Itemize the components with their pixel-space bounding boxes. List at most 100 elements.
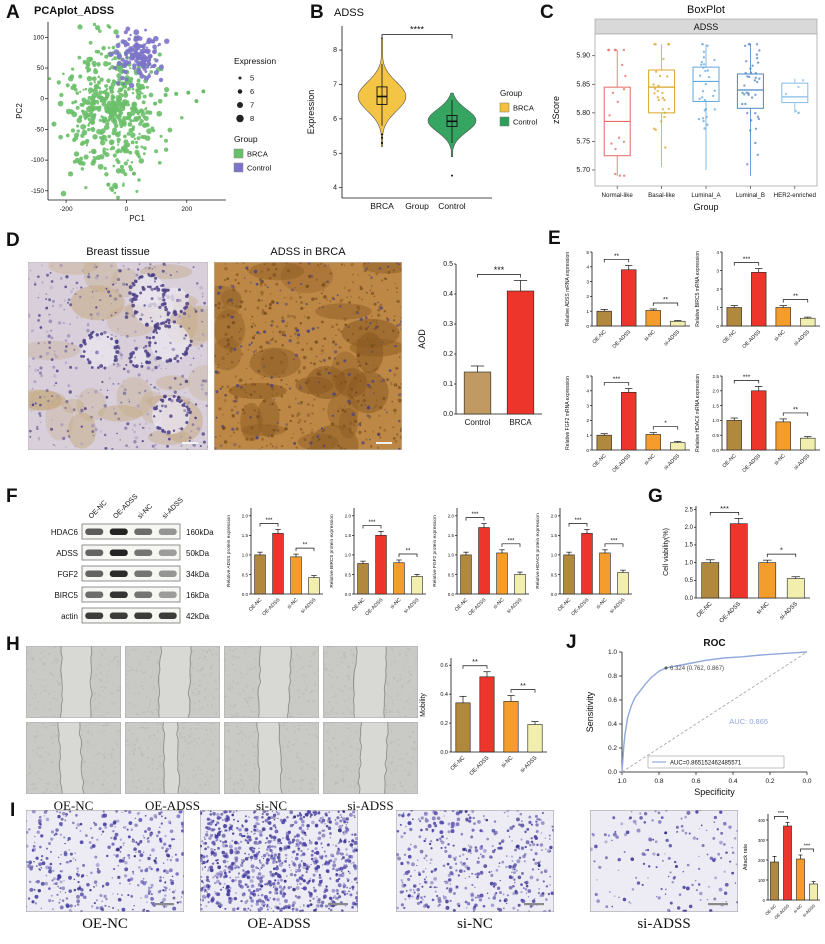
svg-text:1: 1 xyxy=(586,433,589,439)
svg-text:si-ADSS: si-ADSS xyxy=(663,453,681,471)
svg-text:BRCA: BRCA xyxy=(247,150,268,159)
svg-text:6: 6 xyxy=(250,87,254,96)
wound-image-si-adss-0h xyxy=(323,646,418,718)
pca-plot: PCAplot_ADSS 100 50 0 -50 -100 -150 -200 0 200 PC1… xyxy=(15,5,276,223)
wound-image-oe-adss-0h xyxy=(125,646,220,718)
svg-text:AOD: AOD xyxy=(417,329,427,349)
svg-text:si-ADSS: si-ADSS xyxy=(663,329,681,347)
svg-text:0.4: 0.4 xyxy=(608,721,617,728)
svg-text:-50: -50 xyxy=(35,126,45,133)
svg-text:7: 7 xyxy=(250,101,254,110)
svg-text:0.5: 0.5 xyxy=(551,572,558,577)
svg-text:2.0: 2.0 xyxy=(345,514,352,519)
svg-text:OE-ADSS: OE-ADSS xyxy=(741,453,762,474)
svg-text:Control: Control xyxy=(465,418,491,427)
svg-text:Group: Group xyxy=(405,201,429,211)
svg-text:100: 100 xyxy=(33,34,44,41)
svg-text:0.3: 0.3 xyxy=(443,321,453,328)
svg-text:2.0: 2.0 xyxy=(551,514,558,519)
svg-text:1.5: 1.5 xyxy=(345,533,352,538)
wound-image-oe-nc-24h xyxy=(26,722,121,794)
transwell-label-si-nc: si-NC xyxy=(457,916,493,932)
svg-text:Control: Control xyxy=(438,201,466,211)
svg-text:4: 4 xyxy=(586,389,589,395)
svg-text:0.2: 0.2 xyxy=(608,745,617,752)
svg-text:****: **** xyxy=(410,25,425,35)
svg-text:4: 4 xyxy=(586,265,589,271)
svg-text:*: * xyxy=(780,546,783,555)
svg-text:si-NC: si-NC xyxy=(389,597,402,610)
svg-text:Relative ADSS mRNA expression: Relative ADSS mRNA expression xyxy=(565,252,571,326)
svg-text:1.5: 1.5 xyxy=(242,533,249,538)
svg-text:1: 1 xyxy=(586,309,589,315)
svg-text:OE-ADSS: OE-ADSS xyxy=(611,329,632,350)
svg-text:ROC: ROC xyxy=(703,638,725,649)
svg-text:2: 2 xyxy=(586,418,589,424)
panel-letter-j: J xyxy=(566,632,577,653)
svg-text:***: *** xyxy=(743,374,751,381)
svg-text:si-NC: si-NC xyxy=(643,329,657,343)
svg-text:FGF2: FGF2 xyxy=(58,570,79,579)
svg-text:4: 4 xyxy=(716,250,719,256)
svg-text:0.5: 0.5 xyxy=(242,572,249,577)
svg-text:42kDa: 42kDa xyxy=(186,612,210,621)
svg-text:0.0: 0.0 xyxy=(608,769,617,776)
svg-text:5.75: 5.75 xyxy=(576,138,590,145)
svg-text:***: *** xyxy=(368,520,376,526)
svg-text:Group: Group xyxy=(234,134,258,144)
svg-text:OE-NC: OE-NC xyxy=(248,597,264,613)
svg-text:0.0: 0.0 xyxy=(440,750,448,756)
panel-letter-d: D xyxy=(6,230,20,251)
panel-letter-f: F xyxy=(6,486,18,507)
svg-text:BRCA: BRCA xyxy=(513,104,534,113)
svg-text:5: 5 xyxy=(586,250,589,256)
panel-letter-c: C xyxy=(540,2,554,23)
svg-text:Expression: Expression xyxy=(234,56,276,66)
svg-text:6: 6 xyxy=(333,116,337,123)
transwell-image-si-adss xyxy=(590,810,738,912)
svg-text:Group: Group xyxy=(500,89,523,98)
svg-text:Control: Control xyxy=(247,164,272,173)
mobility-chart: 0.0 0.2 0.4 0.6 OE-NC OE-ADSS si-NC si-ADSS ** **… xyxy=(420,657,547,777)
svg-text:si-ADSS: si-ADSS xyxy=(609,597,627,615)
violin-plot: ADSS 4 5 6 7 8 Expression BRCA Control Group **** G… xyxy=(306,7,538,211)
svg-text:0.6: 0.6 xyxy=(608,697,617,704)
panel-letter-a: A xyxy=(6,2,20,23)
svg-text:0.6: 0.6 xyxy=(440,663,448,669)
svg-text:0.8: 0.8 xyxy=(608,673,617,680)
subtype-boxplot: BoxPlot ADSS 5.70 5.75 5.80 5.85 5.90 Normal-li… xyxy=(551,4,818,212)
svg-text:0.0: 0.0 xyxy=(551,592,558,597)
svg-text:1: 1 xyxy=(716,305,719,311)
svg-text:si-NC: si-NC xyxy=(595,597,608,610)
adss-mrna-chart: 0 1 2 3 4 5 OE-NC OE-ADSS si-NC si-ADSS ** ** Relati… xyxy=(565,250,690,350)
svg-text:0.5: 0.5 xyxy=(712,433,719,439)
svg-text:0.0: 0.0 xyxy=(345,592,352,597)
transwell-label-si-adss: si-ADSS xyxy=(637,916,691,932)
svg-text:0: 0 xyxy=(716,324,719,330)
svg-text:200: 200 xyxy=(181,206,192,213)
svg-text:si-ADSS: si-ADSS xyxy=(519,755,538,774)
svg-text:si-NC: si-NC xyxy=(492,597,505,610)
image-title-adss-in-brca: ADSS in BRCA xyxy=(270,246,346,258)
svg-text:8: 8 xyxy=(333,47,337,54)
svg-text:zScore: zScore xyxy=(551,96,561,124)
svg-text:0.6: 0.6 xyxy=(691,778,700,785)
svg-text:0.5: 0.5 xyxy=(448,572,455,577)
svg-text:OE-ADSS: OE-ADSS xyxy=(741,329,762,350)
svg-text:Relative HDAC6 protein express: Relative HDAC6 protein expression xyxy=(535,513,541,589)
svg-text:5.90: 5.90 xyxy=(576,53,590,60)
svg-text:**: ** xyxy=(663,296,669,303)
svg-text:3: 3 xyxy=(586,403,589,409)
svg-text:si-NC: si-NC xyxy=(773,329,787,343)
svg-text:2.0: 2.0 xyxy=(712,389,719,395)
svg-text:5: 5 xyxy=(333,150,337,157)
wound-label-oe-nc: OE-NC xyxy=(53,798,94,813)
svg-text:Luminal_B: Luminal_B xyxy=(736,192,765,199)
svg-text:2: 2 xyxy=(586,294,589,300)
svg-text:0.0: 0.0 xyxy=(443,411,453,418)
wound-image-si-nc-24h xyxy=(224,722,319,794)
wound-image-si-adss-24h xyxy=(323,722,418,794)
svg-text:3: 3 xyxy=(586,279,589,285)
